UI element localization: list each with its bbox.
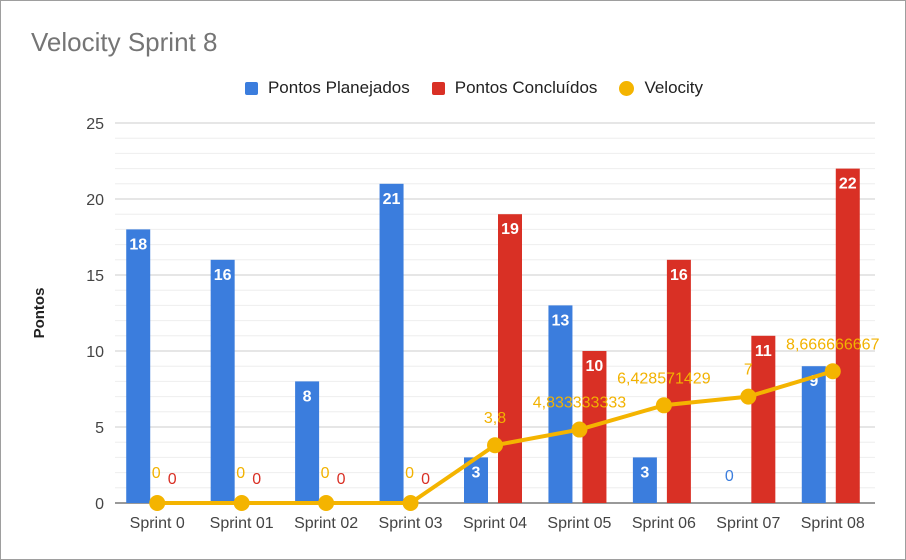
velocity-point (655, 397, 672, 414)
y-axis-label: Pontos (31, 288, 48, 339)
y-tick-label: 15 (86, 268, 104, 285)
y-tick-label: 10 (86, 344, 104, 361)
velocity-point (487, 437, 503, 454)
data-label-velocity: 0 (405, 465, 414, 482)
velocity-point (571, 421, 588, 438)
data-label-concluidos: 0 (252, 471, 261, 488)
data-label-concluidos: 0 (421, 471, 430, 488)
bar-planejados (210, 259, 235, 503)
velocity-point (402, 495, 419, 511)
data-label-planejados: 0 (725, 468, 734, 485)
y-tick-label: 5 (95, 420, 104, 437)
x-tick-label: Sprint 08 (801, 515, 865, 532)
data-label-concluidos: 22 (839, 176, 857, 193)
data-label-concluidos: 10 (586, 358, 604, 375)
data-label-planejados: 3 (472, 464, 481, 481)
legend-swatch-planejados (244, 81, 258, 95)
bar-concluidos (666, 259, 691, 503)
data-label-velocity: 7 (744, 362, 753, 379)
legend-item-velocity[interactable]: Velocity (619, 77, 703, 99)
legend-item-concluidos[interactable]: Pontos Concluídos (431, 77, 598, 99)
velocity-point (318, 495, 335, 511)
bar-planejados (126, 229, 151, 503)
bar-concluidos (835, 168, 860, 503)
data-label-planejados: 18 (129, 236, 147, 253)
velocity-point (149, 495, 166, 511)
legend-label-concluidos: Pontos Concluídos (454, 78, 598, 97)
chart-title: Velocity Sprint 8 (31, 27, 218, 57)
data-label-planejados: 21 (383, 191, 401, 208)
bar-planejados (632, 457, 657, 503)
data-label-planejados: 3 (640, 464, 649, 481)
velocity-point (740, 388, 757, 405)
bar-concluidos (751, 335, 776, 503)
legend-item-planejados[interactable]: Pontos Planejados (244, 77, 410, 99)
x-tick-label: Sprint 03 (379, 515, 443, 532)
data-label-concluidos: 0 (337, 471, 346, 488)
data-label-velocity: 8,666666667 (786, 336, 880, 353)
data-label-velocity: 0 (236, 465, 245, 482)
data-label-concluidos: 19 (501, 221, 519, 238)
legend-swatch-velocity (619, 80, 635, 96)
x-tick-label: Sprint 06 (632, 515, 696, 532)
x-tick-label: Sprint 05 (547, 515, 611, 532)
data-label-velocity: 6,428571429 (617, 370, 711, 387)
legend-label-velocity: Velocity (644, 78, 704, 97)
x-tick-label: Sprint 07 (716, 515, 780, 532)
data-label-planejados: 8 (303, 388, 312, 405)
bar-planejados (801, 366, 826, 503)
data-label-planejados: 16 (214, 267, 232, 284)
data-label-planejados: 9 (809, 373, 818, 390)
bar-planejados (379, 183, 404, 504)
x-tick-label: Sprint 04 (463, 515, 527, 532)
x-tick-label: Sprint 01 (210, 515, 274, 532)
y-tick-label: 0 (95, 496, 104, 513)
legend-label-planejados: Pontos Planejados (267, 78, 410, 97)
legend-swatch-concluidos (431, 81, 445, 95)
x-tick-label: Sprint 0 (130, 515, 185, 532)
bar-concluidos (498, 214, 522, 503)
data-label-concluidos: 16 (670, 267, 688, 284)
data-label-velocity: 0 (321, 465, 330, 482)
bar-planejados (295, 381, 320, 503)
legend: Pontos Planejados Pontos Concluídos Velo… (1, 77, 906, 99)
data-label-planejados: 13 (552, 312, 570, 329)
data-label-concluidos: 0 (168, 471, 177, 488)
y-tick-label: 20 (86, 192, 104, 209)
data-label-concluidos: 11 (755, 343, 772, 360)
y-tick-label: 25 (86, 116, 104, 133)
bar-planejados (548, 305, 573, 503)
velocity-point (824, 363, 841, 380)
data-label-velocity: 4,833333333 (533, 395, 627, 412)
x-tick-label: Sprint 02 (294, 515, 358, 532)
velocity-point (233, 495, 250, 511)
data-label-velocity: 0 (152, 465, 161, 482)
data-label-velocity: 3,8 (484, 410, 506, 427)
